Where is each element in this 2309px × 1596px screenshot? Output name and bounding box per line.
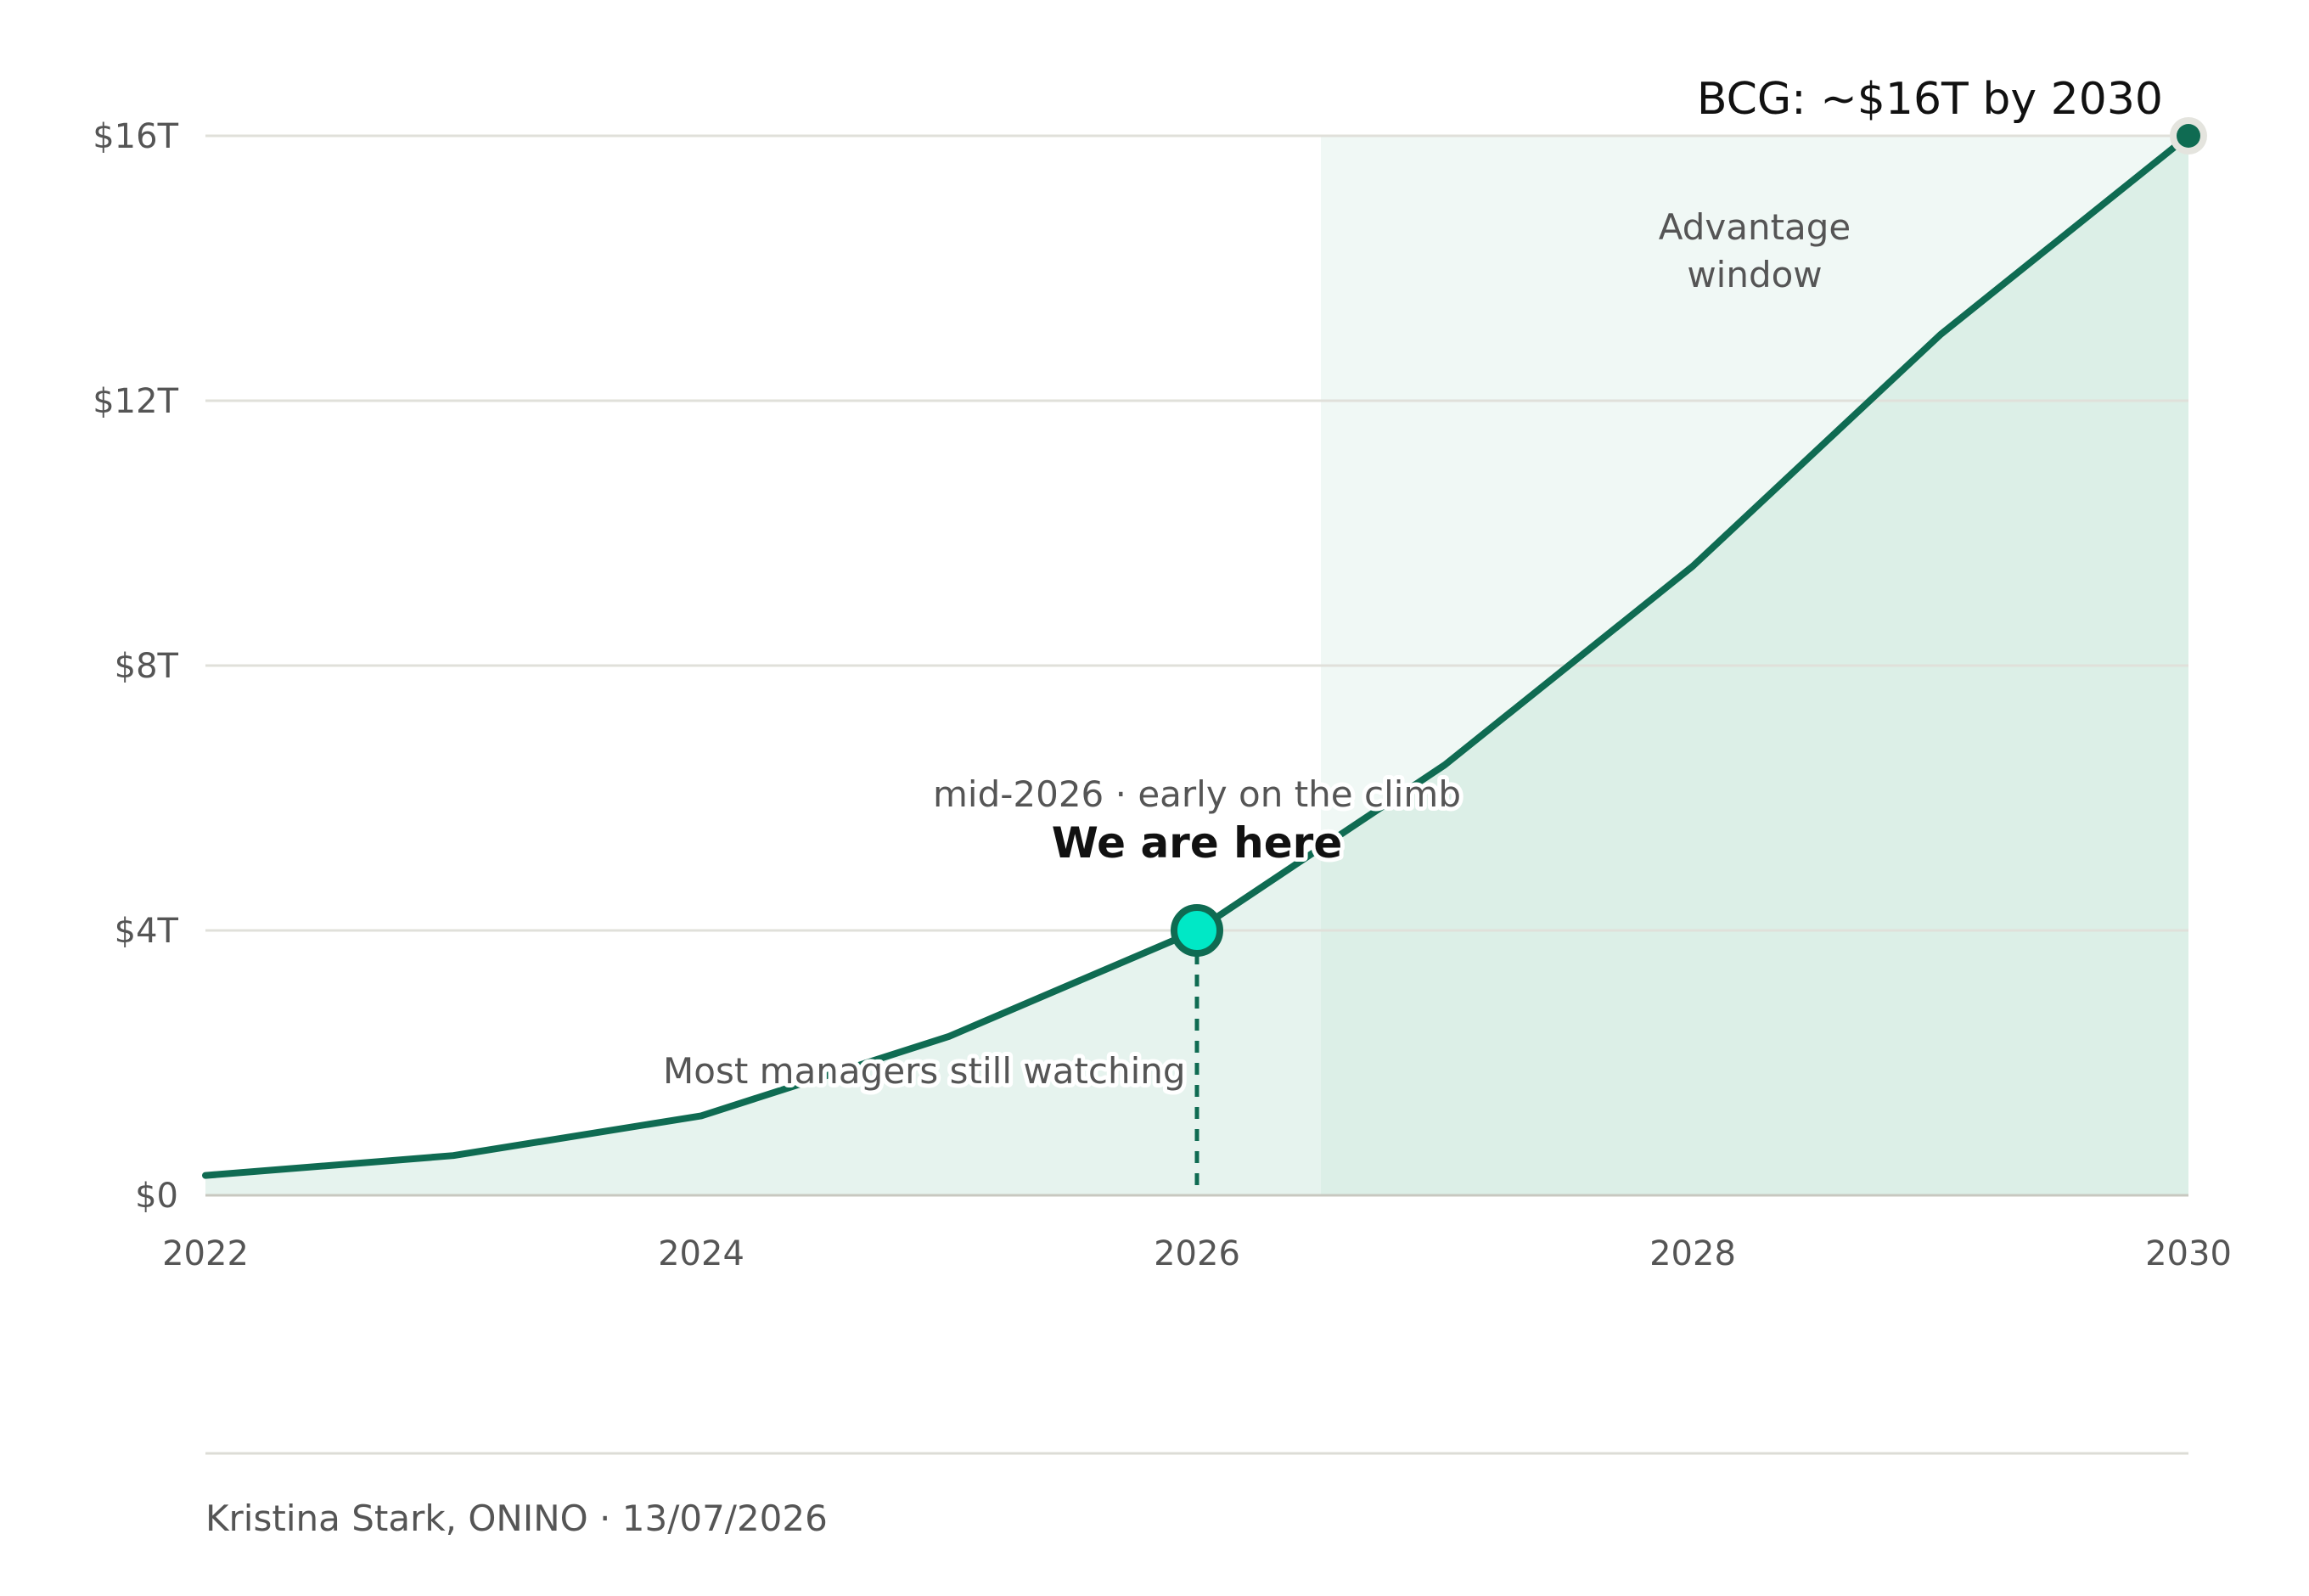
marker-title: We are here — [1052, 818, 1342, 868]
axes-layer: $0 $4T $8T $12T $16T 2022 2024 2026 2028 2030 — [93, 117, 2232, 1273]
x-tick-label: 2026 — [1154, 1234, 1240, 1273]
advantage-window-label-line: Advantage — [1659, 206, 1851, 248]
advantage-window-label: Advantage window — [1659, 206, 1851, 295]
y-tick-label: $4T — [115, 912, 179, 951]
series-layer — [202, 117, 2207, 1195]
annotation-most-managers: Most managers still watching — [663, 1050, 1186, 1092]
footer-text: Kristina Stark, ONINO · 13/07/2026 — [205, 1498, 828, 1539]
end-point-label: BCG: ~$16T by 2030 — [1697, 74, 2163, 125]
y-tick-label: $12T — [93, 382, 178, 421]
x-tick-label: 2024 — [658, 1234, 744, 1273]
we-are-here-marker — [1171, 904, 1223, 957]
y-tick-label: $8T — [115, 647, 179, 686]
y-tick-label: $0 — [135, 1177, 178, 1216]
marker-subtitle: mid-2026 · early on the climb — [933, 773, 1461, 815]
x-tick-label: 2022 — [162, 1234, 249, 1273]
end-point — [2177, 124, 2200, 148]
x-tick-label: 2030 — [2145, 1234, 2232, 1273]
y-tick-label: $16T — [93, 117, 178, 156]
x-tick-label: 2028 — [1649, 1234, 1736, 1273]
advantage-window-label-line: window — [1687, 254, 1822, 295]
